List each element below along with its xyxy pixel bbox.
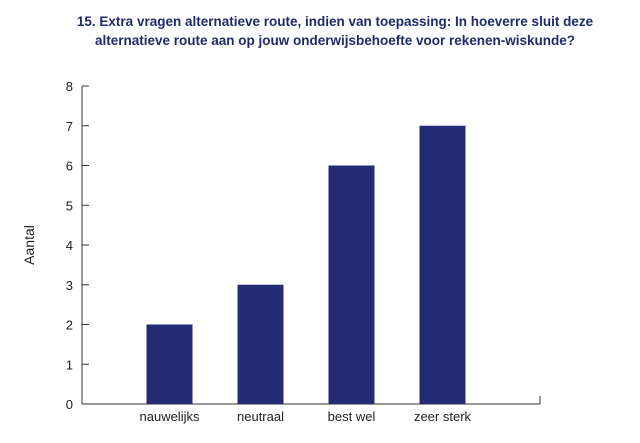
chart-title-line-2: alternatieve route aan op jouw onderwijs…: [94, 33, 576, 48]
bar-best-wel: [328, 165, 375, 404]
y-tick-label: 3: [66, 278, 73, 293]
x-tick-label: best wel: [328, 409, 376, 424]
y-tick-label: 2: [66, 318, 73, 333]
y-tick-label: 6: [66, 159, 73, 174]
chart-title: 15. Extra vragen alternatieve route, ind…: [40, 12, 630, 50]
y-tick-label: 4: [66, 238, 73, 253]
x-tick-label: zeer sterk: [414, 409, 472, 424]
bar-neutraal: [237, 284, 284, 404]
chart-title-line-1: 15. Extra vragen alternatieve route, ind…: [76, 14, 594, 29]
bar-nauwelijks: [146, 324, 193, 404]
x-tick-label: neutraal: [237, 409, 284, 424]
y-tick-label: 0: [66, 397, 73, 412]
y-tick-label: 7: [66, 119, 73, 134]
y-tick-label: 5: [66, 198, 73, 213]
y-tick-label: 1: [66, 357, 73, 372]
bar-zeer-sterk: [419, 125, 466, 404]
x-tick-label: nauwelijks: [140, 409, 200, 424]
y-axis-label: Aantal: [21, 225, 37, 265]
y-tick-label: 8: [66, 79, 73, 94]
